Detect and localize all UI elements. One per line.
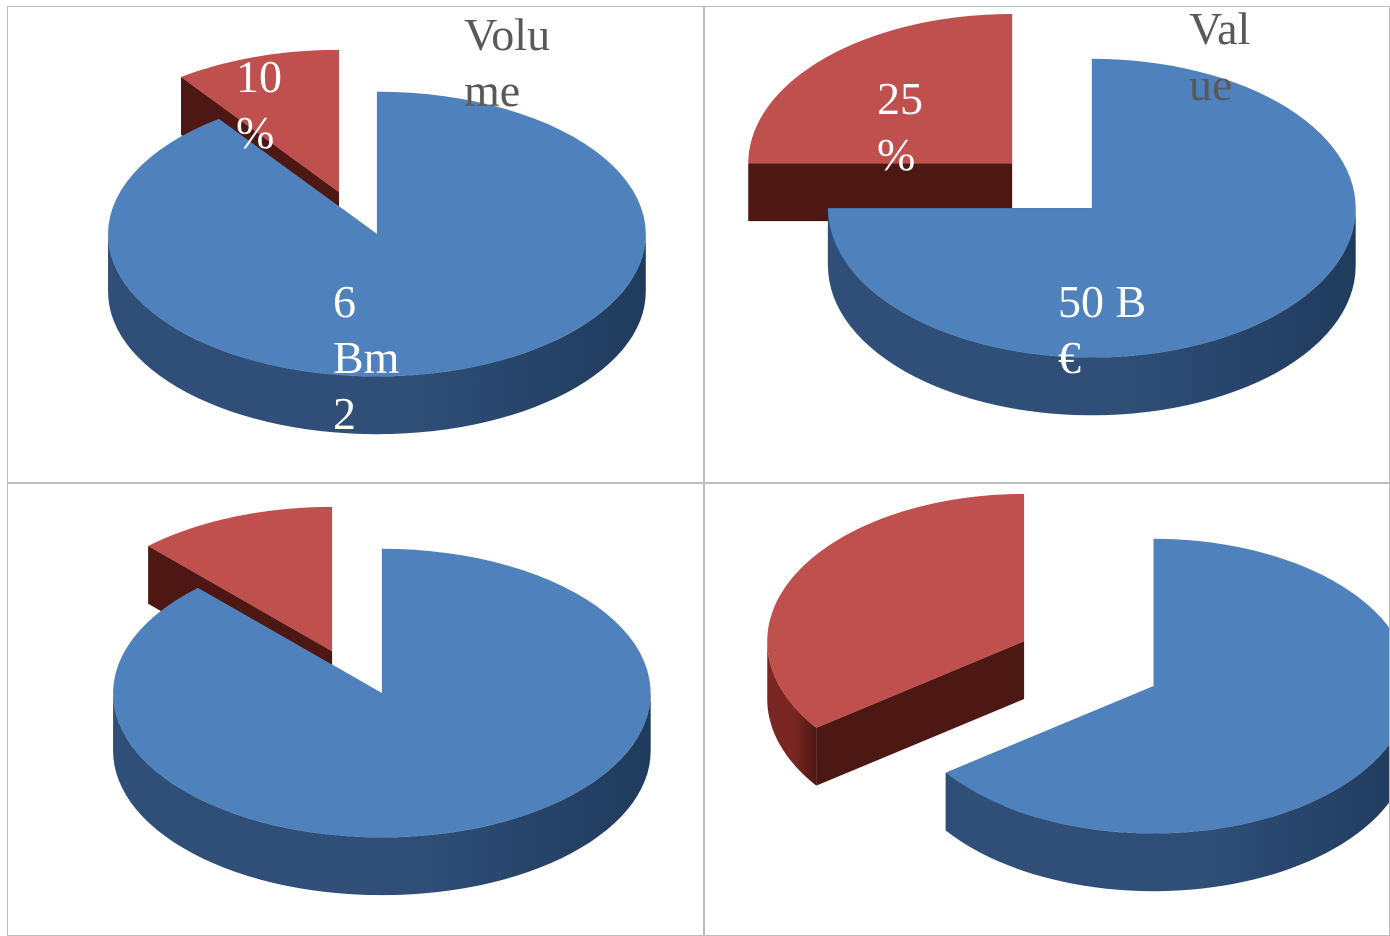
pie-slice-2-0: [113, 548, 651, 896]
pie-chart-bottom-right: [767, 493, 1389, 892]
pie-slice-wall-3-1-0: [816, 641, 1025, 786]
pie-slice-rim-3-0-0: [945, 744, 1389, 892]
pie-slice-top-1-1: [748, 13, 1013, 164]
pie-slice-rim-1-0-0: [827, 208, 1356, 416]
pie-slice-3-1: [767, 493, 1025, 786]
pie-slice-wall-1-1-0: [748, 163, 1013, 222]
pie-slice-top-3-0: [945, 538, 1389, 834]
pie-chart-bottom-left: [113, 506, 651, 896]
slice-label-value-main: 50 B €: [1058, 276, 1147, 383]
pie-slice-top-0-1: [181, 49, 340, 193]
chart-panel-bottom-right: [704, 483, 1390, 936]
pie-chart-value: [748, 13, 1356, 416]
chart-grid: Volu me 10 % 6 Bm 2 Val ue 25 % 50 B €: [7, 3, 1390, 936]
pie-slice-top-0-0: [108, 91, 646, 377]
chart-panel-volume: Volu me 10 % 6 Bm 2: [7, 6, 704, 483]
slice-label-volume-main: 6 Bm 2: [333, 276, 400, 439]
pie-chart-volume: [108, 49, 646, 435]
pie-slice-3-0: [945, 538, 1389, 892]
slice-label-value-percent: 25 %: [877, 73, 923, 180]
pie-slice-rim-3-1-0: [767, 641, 817, 786]
slice-label-volume-percent: 10 %: [236, 51, 282, 158]
pie-slice-rim-2-0-0: [113, 693, 651, 896]
chart-title-volume: Volu me: [464, 9, 551, 116]
pie-slice-top-3-1: [767, 493, 1025, 728]
pie-slice-top-2-0: [113, 548, 651, 838]
chart-title-value: Val ue: [1189, 3, 1251, 110]
chart-panel-value: Val ue 25 % 50 B €: [704, 3, 1390, 483]
pie-slice-1-1: [748, 13, 1013, 222]
chart-panel-bottom-left: [7, 483, 704, 936]
pie-slice-0-0: [108, 91, 646, 435]
pie-slice-rim-0-0-0: [108, 234, 646, 435]
pie-slice-top-2-1: [148, 506, 333, 652]
